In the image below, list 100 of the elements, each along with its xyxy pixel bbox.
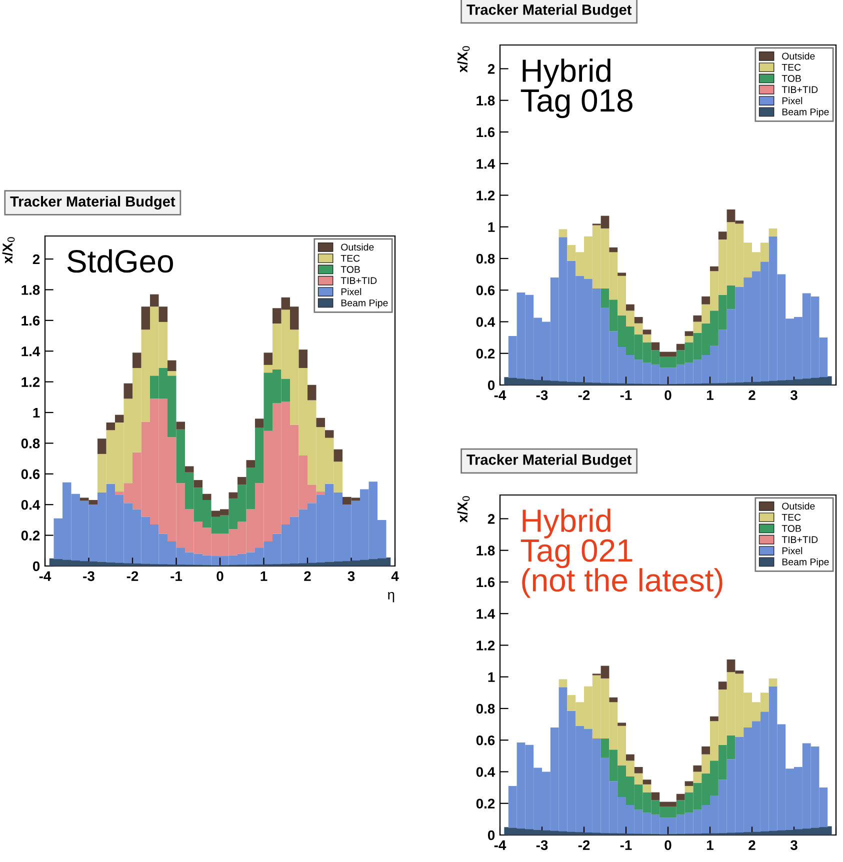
bar	[298, 350, 308, 368]
bar	[228, 492, 238, 498]
y-tick-label: 0.2	[476, 798, 495, 809]
y-tick-label: 1.8	[476, 96, 495, 106]
x-tick-label: 2	[748, 840, 756, 850]
y-tick-label: 0.4	[476, 767, 496, 777]
y-tick-label: 1.8	[22, 285, 40, 295]
bar	[316, 418, 325, 428]
bar	[150, 294, 159, 307]
legend-label: TIB+TID	[782, 86, 818, 93]
y-tick-label: 0.8	[21, 438, 40, 448]
legend-label: TIB+TID	[782, 536, 818, 543]
bar	[238, 476, 246, 485]
y-tick-label: 1.2	[22, 377, 40, 387]
bar	[255, 418, 264, 428]
y-tick-label: 1	[488, 672, 495, 682]
x-tick-label: -3	[536, 840, 548, 850]
annotation: Hybrid Tag 018	[520, 58, 632, 118]
x-tick-label: -2	[126, 571, 138, 581]
annotation: StdGeo	[67, 249, 173, 273]
legend-label: Beam Pipe	[341, 299, 388, 308]
chart-title: Tracker Material Budget	[466, 4, 632, 18]
legend-label: TIB+TID	[340, 277, 377, 284]
y-tick-label: 0	[32, 561, 40, 572]
y-tick-label: 1.4	[476, 159, 496, 169]
legend-label: TOB	[340, 266, 360, 273]
y-axis-title: x/X$_{0}$	[457, 496, 470, 523]
bar	[106, 422, 115, 430]
y-tick-label: 1.4	[476, 609, 496, 619]
legend-label: TEC	[340, 254, 360, 262]
x-tick-label: 2	[304, 571, 311, 581]
bar	[168, 371, 176, 376]
bar	[651, 792, 660, 800]
bar	[718, 682, 727, 690]
legend-label: Pixel	[341, 288, 362, 296]
bar	[158, 306, 168, 322]
bar	[768, 228, 778, 236]
x-tick-label: -1	[170, 571, 182, 581]
y-tick-label: 0.6	[476, 285, 495, 296]
bar	[768, 678, 778, 686]
y-tick-label: 0.6	[476, 735, 495, 746]
x-tick-label: -2	[578, 840, 590, 850]
y-tick-label: 1.6	[22, 316, 40, 326]
bar	[710, 716, 718, 722]
y-tick-label: 1.6	[476, 127, 495, 138]
x-tick-label: -3	[536, 390, 548, 400]
x-tick-label: -3	[83, 571, 94, 582]
bar	[642, 334, 652, 342]
annotation: Hybrid Tag 021 (not the latest)	[520, 508, 722, 598]
bar	[185, 466, 194, 472]
bar	[642, 784, 652, 792]
x-tick-label: -1	[620, 390, 632, 400]
bar	[194, 480, 202, 488]
bar	[609, 247, 618, 252]
y-tick-label: 2	[488, 514, 495, 524]
x-tick-label: 0	[664, 840, 672, 850]
x-tick-label: 1	[707, 840, 714, 850]
bar	[609, 697, 618, 702]
y-tick-label: 0.4	[21, 500, 40, 510]
bar	[702, 746, 710, 754]
bar	[684, 331, 694, 336]
bar	[115, 414, 124, 422]
y-tick-label: 0	[488, 830, 495, 840]
bar	[558, 679, 568, 688]
y-tick-label: 2	[488, 64, 495, 74]
x-tick-label: -4	[494, 390, 506, 400]
bar	[202, 494, 212, 500]
bar	[676, 794, 685, 800]
y-tick-label: 1.2	[476, 190, 495, 200]
legend-label: Outside	[782, 52, 815, 60]
legend-label: TOB	[782, 525, 801, 532]
bar	[684, 336, 694, 342]
y-axis-title: x/X$_{0}$	[2, 237, 15, 264]
bar	[132, 352, 142, 368]
legend-label: TEC	[782, 64, 801, 71]
bar	[676, 344, 685, 350]
bar	[334, 449, 342, 462]
x-axis-title: η	[388, 592, 394, 602]
bar	[308, 384, 316, 400]
bar	[642, 780, 652, 784]
bar	[124, 383, 132, 399]
bar	[141, 306, 150, 330]
legend-label: Pixel	[782, 547, 802, 554]
bar	[693, 315, 702, 322]
bar	[176, 422, 185, 430]
y-tick-label: 1.4	[22, 346, 40, 356]
bar	[98, 438, 106, 454]
legend-label: TEC	[782, 514, 801, 521]
bar	[325, 430, 334, 438]
y-tick-label: 0	[488, 380, 495, 390]
x-tick-label: 0	[664, 390, 672, 400]
x-tick-label: 0	[216, 571, 224, 582]
x-tick-label: 4	[391, 571, 399, 581]
x-tick-label: -1	[620, 840, 632, 850]
legend-label: TOB	[782, 75, 801, 82]
legend-label: Beam Pipe	[782, 108, 829, 118]
bar	[651, 342, 660, 350]
bar	[693, 765, 702, 772]
bar	[618, 722, 626, 726]
legend-label: Pixel	[782, 97, 802, 104]
